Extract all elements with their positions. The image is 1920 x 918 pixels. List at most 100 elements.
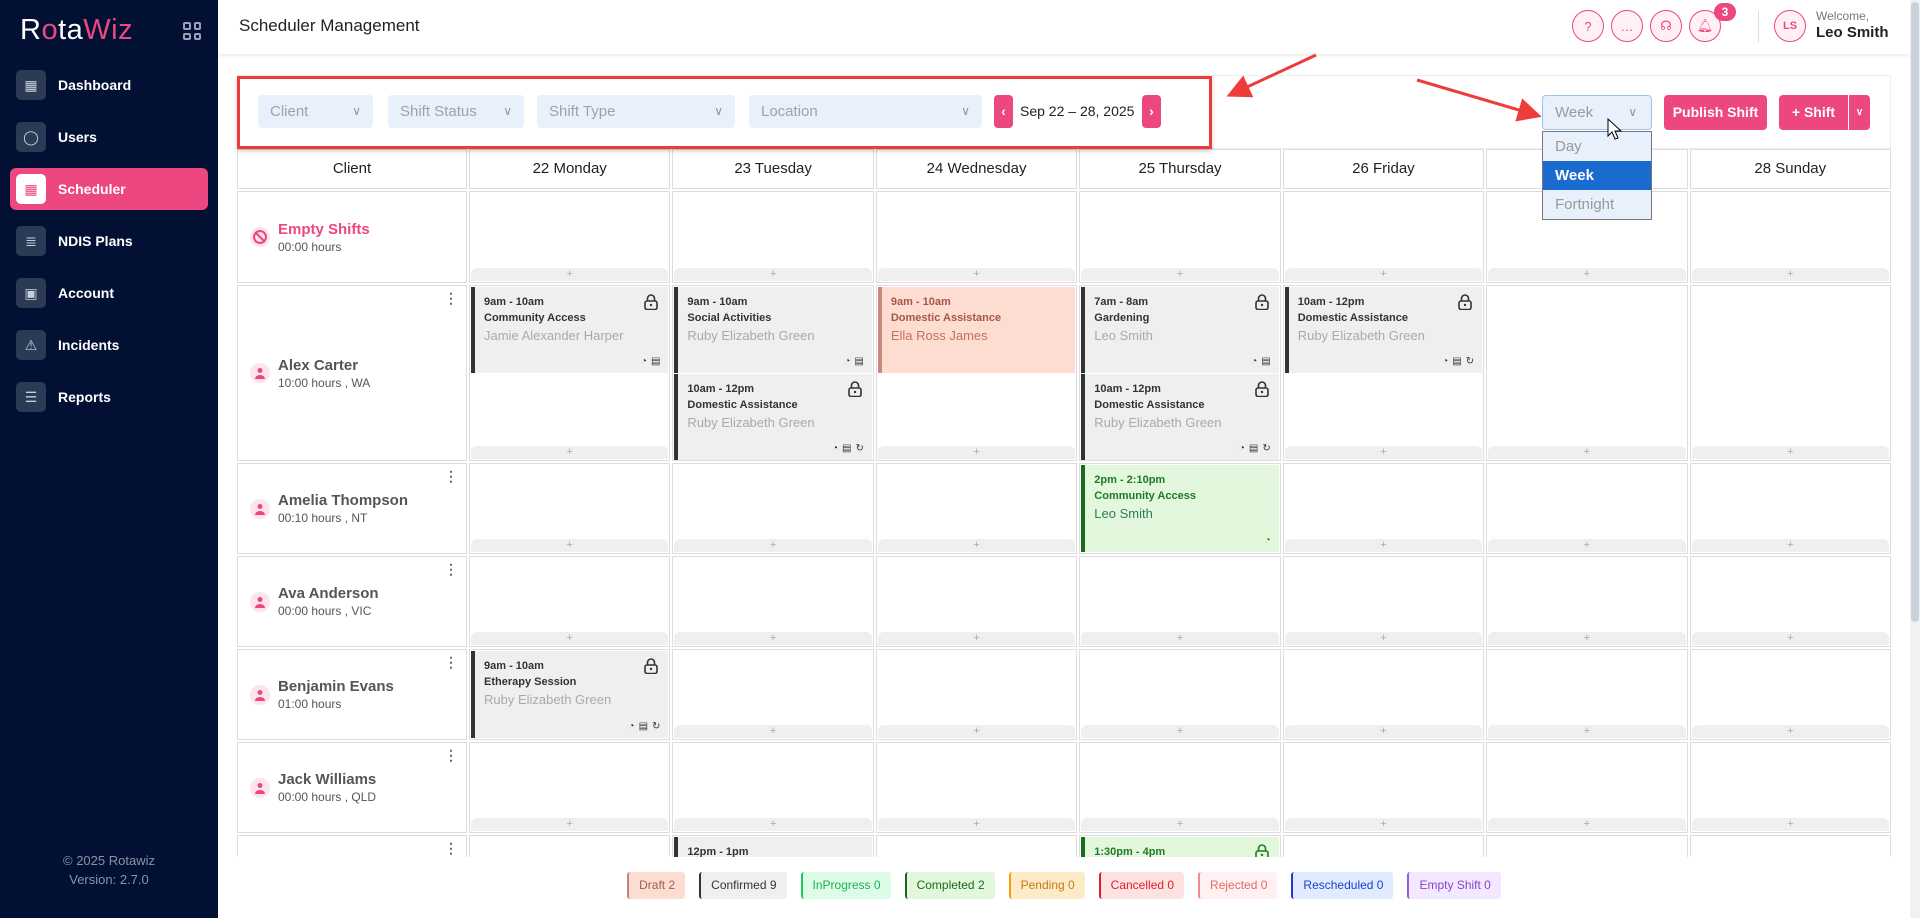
sidebar-item-users[interactable]: ◯ Users [10, 116, 208, 158]
rotawiz-logo[interactable]: RotaWiz [20, 14, 134, 46]
clock-icon[interactable]: ◔ [640, 356, 647, 367]
day-cell[interactable]: + [1486, 835, 1688, 857]
clock-icon[interactable]: ◔ [1264, 535, 1271, 546]
shift-card[interactable]: 9am - 10am Domestic Assistance Ella Ross J… [877, 287, 1076, 373]
clock-icon[interactable]: ◔ [831, 443, 838, 454]
add-shift-menu-chevron-icon[interactable]: ∨ [1849, 95, 1870, 130]
sidebar-item-scheduler[interactable]: ▦ Scheduler [10, 168, 208, 210]
add-shift-plus-button[interactable]: + [471, 446, 669, 459]
day-cell[interactable]: + [1282, 556, 1485, 647]
legend-item[interactable]: Draft 2 [627, 872, 686, 899]
add-shift-plus-button[interactable]: + [1081, 725, 1279, 738]
add-shift-plus-button[interactable]: + [877, 632, 1076, 645]
shift-card[interactable]: 7am - 8am Gardening Leo Smith ◔ ▤ [1081, 287, 1279, 373]
view-option-fortnight[interactable]: Fortnight [1555, 196, 1615, 213]
lock-icon[interactable] [1254, 844, 1269, 857]
support-headset-icon[interactable]: ☊ [1650, 10, 1682, 42]
day-cell[interactable]: 12pm - 1pm+ [672, 835, 874, 857]
prev-week-button[interactable]: ‹ [994, 95, 1013, 128]
shift-card[interactable]: 10am - 12pm Domestic Assistance Ruby Eliza… [674, 374, 872, 460]
add-shift-plus-button[interactable]: + [1488, 725, 1686, 738]
notes-icon[interactable]: ▤ [650, 356, 661, 367]
help-icon[interactable]: ? [1572, 10, 1604, 42]
notes-icon[interactable]: ▤ [842, 443, 852, 454]
day-cell[interactable]: + [1282, 649, 1485, 740]
legend-item[interactable]: Empty Shift 0 [1407, 872, 1501, 899]
day-cell[interactable]: + [875, 835, 1078, 857]
avatar[interactable]: LS [1774, 10, 1806, 42]
legend-item[interactable]: Confirmed 9 [699, 872, 787, 899]
lock-icon[interactable] [644, 294, 659, 311]
client-name[interactable]: Amelia Thompson [278, 492, 409, 509]
add-shift-plus-button[interactable]: + [1691, 446, 1889, 459]
legend-item[interactable]: InProgress 0 [800, 872, 891, 899]
day-cell[interactable]: 9am - 10am Domestic Assistance Ella Ross J… [875, 285, 1078, 461]
view-option-week[interactable]: Week [1543, 161, 1651, 190]
add-shift-plus-button[interactable]: + [1284, 818, 1483, 831]
shift-card[interactable]: 9am - 10am Social Activities Ruby Elizabet… [674, 287, 872, 373]
add-shift-plus-button[interactable]: + [1081, 632, 1279, 645]
day-cell[interactable]: + [469, 742, 671, 833]
add-shift-plus-button[interactable]: + [674, 632, 872, 645]
day-cell[interactable]: + [1486, 556, 1688, 647]
repeat-icon[interactable]: ↻ [652, 721, 661, 732]
legend-item[interactable]: Cancelled 0 [1098, 872, 1185, 899]
day-cell[interactable]: + [1689, 191, 1891, 283]
add-shift-plus-button[interactable]: + [1691, 268, 1889, 281]
add-shift-plus-button[interactable]: + [1691, 539, 1889, 552]
add-shift-plus-button[interactable]: + [674, 539, 872, 552]
chat-icon[interactable]: … [1611, 10, 1643, 42]
publish-shift-button[interactable]: Publish Shift [1664, 95, 1767, 130]
clock-icon[interactable]: ◔ [1238, 443, 1245, 454]
notes-icon[interactable]: ▤ [638, 721, 649, 732]
day-cell[interactable]: + [875, 191, 1078, 283]
day-cell[interactable]: + [672, 556, 874, 647]
lock-icon[interactable] [1254, 294, 1269, 311]
client-name[interactable]: Empty Shifts [278, 220, 370, 238]
page-scrollbar[interactable] [1910, 0, 1920, 918]
lock-icon[interactable] [644, 658, 659, 675]
kebab-menu-icon[interactable]: ⋮ [444, 840, 458, 856]
day-cell[interactable]: + [1079, 742, 1281, 833]
day-cell[interactable]: + [672, 742, 874, 833]
day-cell[interactable]: + [1486, 285, 1688, 461]
shift-card[interactable]: 9am - 10am Etherapy Session Ruby Elizabeth… [471, 651, 669, 738]
add-shift-plus-button[interactable]: + [471, 818, 669, 831]
shift-status-filter[interactable]: Shift Status ∨ [388, 95, 524, 128]
notes-icon[interactable]: ▤ [1261, 356, 1271, 367]
day-cell[interactable]: + [1486, 649, 1688, 740]
add-shift-plus-button[interactable]: + [1284, 268, 1483, 281]
shift-type-filter[interactable]: Shift Type ∨ [537, 95, 735, 128]
add-shift-plus-button[interactable]: + [877, 725, 1076, 738]
day-cell[interactable]: + [469, 835, 671, 857]
add-shift-plus-button[interactable]: + [1284, 632, 1483, 645]
add-shift-plus-button[interactable]: + [674, 268, 872, 281]
day-cell[interactable]: + [875, 556, 1078, 647]
add-shift-plus-button[interactable]: + [877, 446, 1076, 459]
client-filter[interactable]: Client ∨ [258, 95, 373, 128]
sidebar-item-dashboard[interactable]: ▦ Dashboard [10, 64, 208, 106]
day-cell[interactable]: + [672, 649, 874, 740]
repeat-icon[interactable]: ↻ [1465, 356, 1475, 367]
add-shift-plus-button[interactable]: + [471, 632, 669, 645]
add-shift-plus-button[interactable]: + [1284, 446, 1483, 459]
day-cell[interactable]: + [1689, 556, 1891, 647]
clock-icon[interactable]: ◔ [628, 721, 635, 732]
day-cell[interactable]: + [1689, 285, 1891, 461]
kebab-menu-icon[interactable]: ⋮ [444, 747, 458, 763]
client-name[interactable]: Benjamin Evans [278, 678, 394, 695]
day-cell[interactable]: + [1486, 463, 1688, 554]
add-shift-plus-button[interactable]: + [674, 818, 872, 831]
client-name[interactable]: Jack Williams [278, 771, 377, 788]
day-cell[interactable]: + [1079, 556, 1281, 647]
day-cell[interactable]: + [875, 649, 1078, 740]
day-cell[interactable]: + [1282, 191, 1485, 283]
add-shift-plus-button[interactable]: + [1488, 632, 1686, 645]
shift-card[interactable]: 12pm - 1pm [674, 837, 872, 857]
user-name[interactable]: Leo Smith [1816, 24, 1889, 41]
kebab-menu-icon[interactable]: ⋮ [444, 468, 458, 484]
add-shift-plus-button[interactable]: + [1488, 539, 1686, 552]
add-shift-plus-button[interactable]: + [1081, 818, 1279, 831]
add-shift-plus-button[interactable]: + [1488, 818, 1686, 831]
